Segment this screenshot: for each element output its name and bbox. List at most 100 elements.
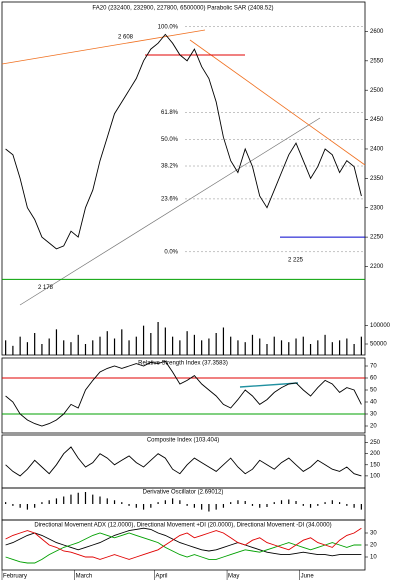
fib-label: 23.6% xyxy=(161,196,179,202)
bar xyxy=(55,329,58,355)
bar xyxy=(48,500,50,504)
bar xyxy=(5,340,7,355)
bar xyxy=(309,504,312,508)
bar xyxy=(230,502,232,504)
x-tick-label: May xyxy=(228,574,239,580)
bar xyxy=(77,334,79,355)
y-tick-label: 2450 xyxy=(370,117,384,123)
bar xyxy=(259,338,261,355)
bar xyxy=(142,504,145,510)
bar xyxy=(288,342,290,355)
bar xyxy=(142,325,145,355)
panel-title: FA20 (232400, 232900, 227800, 6500000) P… xyxy=(92,6,273,12)
series-line xyxy=(5,532,362,564)
bar xyxy=(266,504,268,507)
rsi-panel xyxy=(1,357,366,434)
bar xyxy=(193,504,195,508)
x-tick-label: June xyxy=(301,574,315,580)
bar xyxy=(106,498,108,504)
bar xyxy=(63,340,65,355)
bar xyxy=(302,336,304,355)
bar xyxy=(19,504,21,508)
bar xyxy=(346,338,348,355)
bar xyxy=(150,504,152,508)
trend-line xyxy=(189,39,366,166)
y-tick-label: 250 xyxy=(370,440,381,446)
bar xyxy=(266,344,268,355)
bar xyxy=(295,501,297,504)
y-tick-label: 2600 xyxy=(370,29,384,35)
bar xyxy=(186,504,188,506)
bar xyxy=(317,340,319,355)
bar xyxy=(353,344,355,355)
bar xyxy=(288,499,290,504)
bar xyxy=(295,338,297,355)
bar xyxy=(113,500,116,504)
bar xyxy=(179,500,181,504)
y-tick-label: 100000 xyxy=(370,323,391,329)
annotation: 2 608 xyxy=(118,34,134,40)
series-line xyxy=(5,360,362,427)
y-tick-label: 20 xyxy=(370,424,377,430)
bar xyxy=(55,498,58,504)
bar xyxy=(135,336,137,355)
bar xyxy=(222,504,225,508)
bar xyxy=(128,504,130,506)
bar xyxy=(193,334,195,355)
fib-label: 100.0% xyxy=(158,24,179,30)
bar xyxy=(244,501,246,504)
bar xyxy=(179,340,181,355)
y-tick-label: 50 xyxy=(370,388,377,394)
bar xyxy=(259,504,261,508)
y-tick-label: 60 xyxy=(370,376,377,382)
bar xyxy=(70,494,72,504)
bar xyxy=(92,340,94,355)
bar xyxy=(251,334,254,355)
bar xyxy=(164,500,166,504)
y-tick-label: 200 xyxy=(370,451,381,457)
bar xyxy=(113,338,116,355)
trend-line xyxy=(1,29,206,65)
y-tick-label: 70 xyxy=(370,364,377,370)
bar xyxy=(135,504,137,508)
fib-label: 0.0% xyxy=(164,249,178,255)
bar xyxy=(208,504,210,512)
series-line xyxy=(5,527,362,560)
y-tick-label: 2550 xyxy=(370,58,384,64)
bar xyxy=(77,492,79,504)
y-tick-label: 2350 xyxy=(370,176,384,182)
bar xyxy=(338,340,341,355)
bar xyxy=(99,496,101,504)
bar xyxy=(302,504,304,506)
y-tick-label: 2400 xyxy=(370,147,384,153)
bar xyxy=(346,504,348,506)
y-tick-label: 50000 xyxy=(370,342,387,348)
bar xyxy=(331,500,333,504)
fib-label: 38.2% xyxy=(161,164,179,170)
y-tick-label: 2200 xyxy=(370,264,384,270)
bar xyxy=(215,333,217,355)
bar xyxy=(201,504,203,510)
bar xyxy=(273,336,275,355)
bar xyxy=(41,344,43,355)
bar xyxy=(186,331,188,355)
bar xyxy=(164,327,166,355)
bar xyxy=(273,502,275,504)
panel-title: Derivative Oscillator (2.69012) xyxy=(143,490,224,496)
bar xyxy=(157,322,159,355)
annotation: 2 225 xyxy=(288,257,304,263)
bar xyxy=(121,329,123,355)
panel-title: Composite Index (103.404) xyxy=(147,438,219,444)
bar xyxy=(26,504,29,510)
bar xyxy=(317,504,319,506)
y-tick-label: 30 xyxy=(370,412,377,418)
bar xyxy=(48,338,50,355)
y-tick-label: 20 xyxy=(370,543,377,549)
trend-line xyxy=(19,117,321,306)
annotation: 2 178 xyxy=(38,285,54,291)
y-tick-label: 2300 xyxy=(370,205,384,211)
bar xyxy=(34,504,36,508)
bar xyxy=(360,336,362,355)
y-tick-label: 30 xyxy=(370,531,377,537)
